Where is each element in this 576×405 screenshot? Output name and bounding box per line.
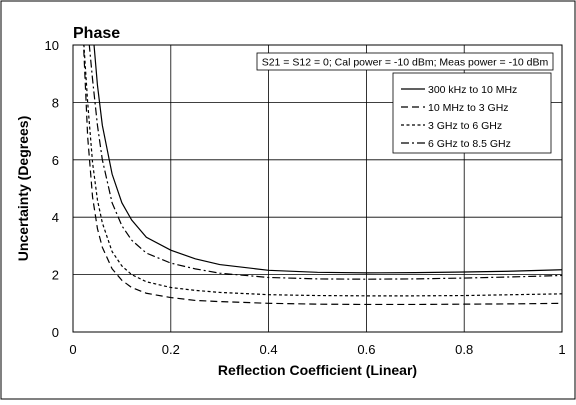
legend-box (392, 72, 552, 154)
legend-entry: 10 MHz to 3 GHz (428, 102, 509, 114)
legend-entry: 3 GHz to 6 GHz (428, 120, 502, 132)
x-axis-label: Reflection Coefficient (Linear) (218, 362, 417, 378)
series-line-3 (83, 45, 562, 297)
y-tick-label: 10 (45, 38, 59, 53)
series-line-1 (93, 45, 562, 274)
x-tick-label: 0.4 (260, 342, 278, 357)
x-tick-label: 1 (558, 342, 565, 357)
plot-area-border (72, 44, 563, 333)
y-tick-label: 0 (52, 325, 59, 340)
y-tick-label: 2 (52, 268, 59, 283)
grid-lines (73, 45, 562, 332)
x-tick-label: 0 (69, 342, 76, 357)
x-tick-label: 0.2 (162, 342, 180, 357)
series-lines (82, 45, 562, 306)
series-line-4 (88, 45, 562, 280)
x-tick-label: 0.8 (455, 342, 473, 357)
y-tick-label: 8 (52, 95, 59, 110)
y-axis-label: Uncertainty (Degrees) (15, 116, 31, 262)
conditions-box (256, 52, 554, 71)
y-tick-label: 6 (52, 153, 59, 168)
x-tick-label: 0.6 (357, 342, 375, 357)
legend-entry: 6 GHz to 8.5 GHz (428, 138, 511, 150)
legend: 300 kHz to 10 MHz 10 MHz to 3 GHz 3 GHz to… (392, 72, 552, 154)
y-tick-label: 4 (52, 210, 59, 225)
chart-title: Phase (73, 25, 120, 42)
conditions-annotation: S21 = S12 = 0; Cal power = -10 dBm; Meas… (262, 57, 549, 69)
series-line-2 (82, 45, 562, 306)
legend-entry: 300 kHz to 10 MHz (428, 84, 517, 96)
